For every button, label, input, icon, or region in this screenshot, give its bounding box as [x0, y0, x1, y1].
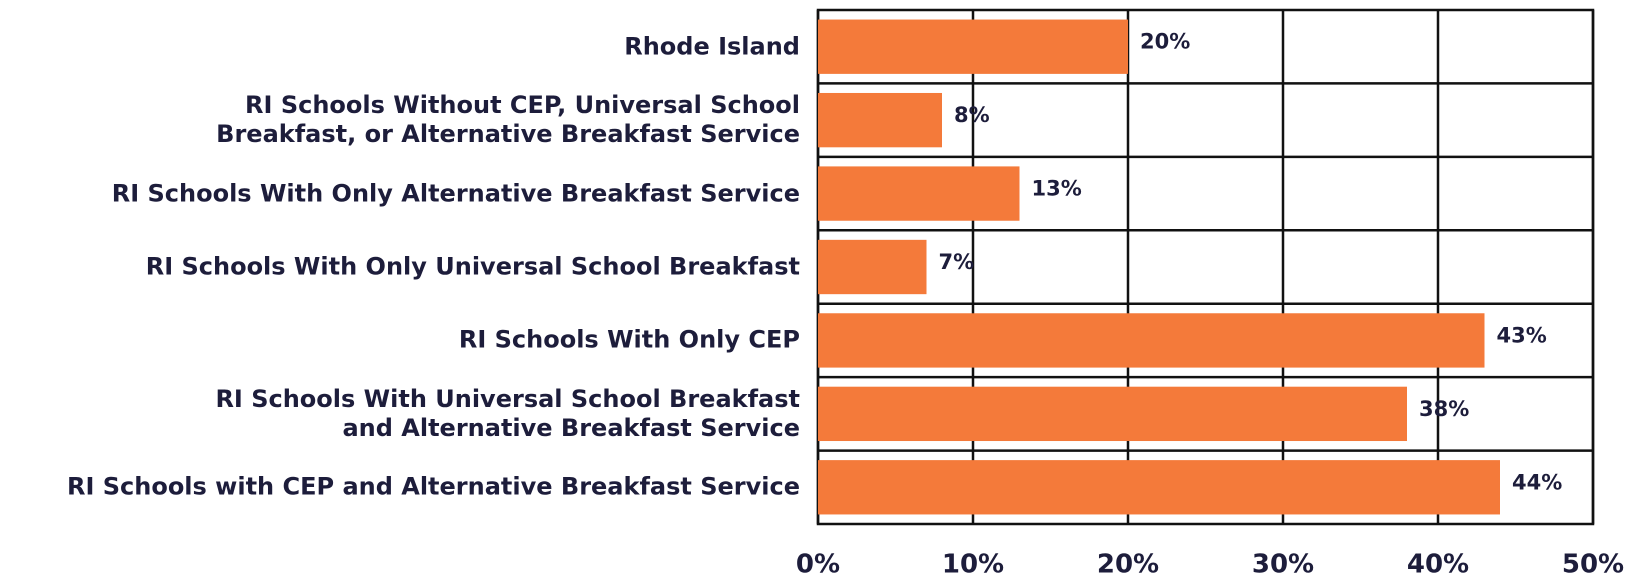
- bar: [818, 19, 1128, 74]
- value-label: 43%: [1497, 323, 1547, 347]
- category-label: Rhode Island: [624, 32, 800, 61]
- bar: [818, 313, 1485, 368]
- plot-frame: [816, 8, 1595, 526]
- category-labels: Rhode Island RI Schools Without CEP, Univ…: [0, 0, 800, 580]
- category-label: RI Schools With Universal School Breakfa…: [215, 384, 800, 442]
- bar: [818, 166, 1020, 221]
- category-label: RI Schools With Only Universal School Br…: [145, 252, 800, 281]
- category-label: RI Schools With Only CEP: [458, 325, 800, 354]
- category-label: RI Schools With Only Alternative Breakfa…: [111, 179, 800, 208]
- x-tick-label: 20%: [1097, 550, 1159, 580]
- value-label: 7%: [939, 250, 975, 274]
- x-tick-label: 30%: [1252, 550, 1314, 580]
- category-label: RI Schools with CEP and Alternative Brea…: [66, 472, 800, 501]
- value-label: 20%: [1140, 30, 1190, 54]
- value-label: 13%: [1032, 177, 1082, 201]
- bar: [818, 460, 1500, 515]
- x-tick-label: 40%: [1407, 550, 1469, 580]
- x-tick-label: 0%: [796, 550, 840, 580]
- bar: [818, 92, 942, 148]
- bar: [818, 239, 927, 295]
- value-label: 38%: [1419, 397, 1469, 421]
- value-label: 44%: [1512, 470, 1562, 494]
- bar: [818, 386, 1407, 442]
- x-tick-label: 50%: [1562, 550, 1624, 580]
- category-label: RI Schools Without CEP, Universal School…: [216, 91, 800, 149]
- value-label: 8%: [954, 103, 990, 127]
- x-tick-label: 10%: [942, 550, 1004, 580]
